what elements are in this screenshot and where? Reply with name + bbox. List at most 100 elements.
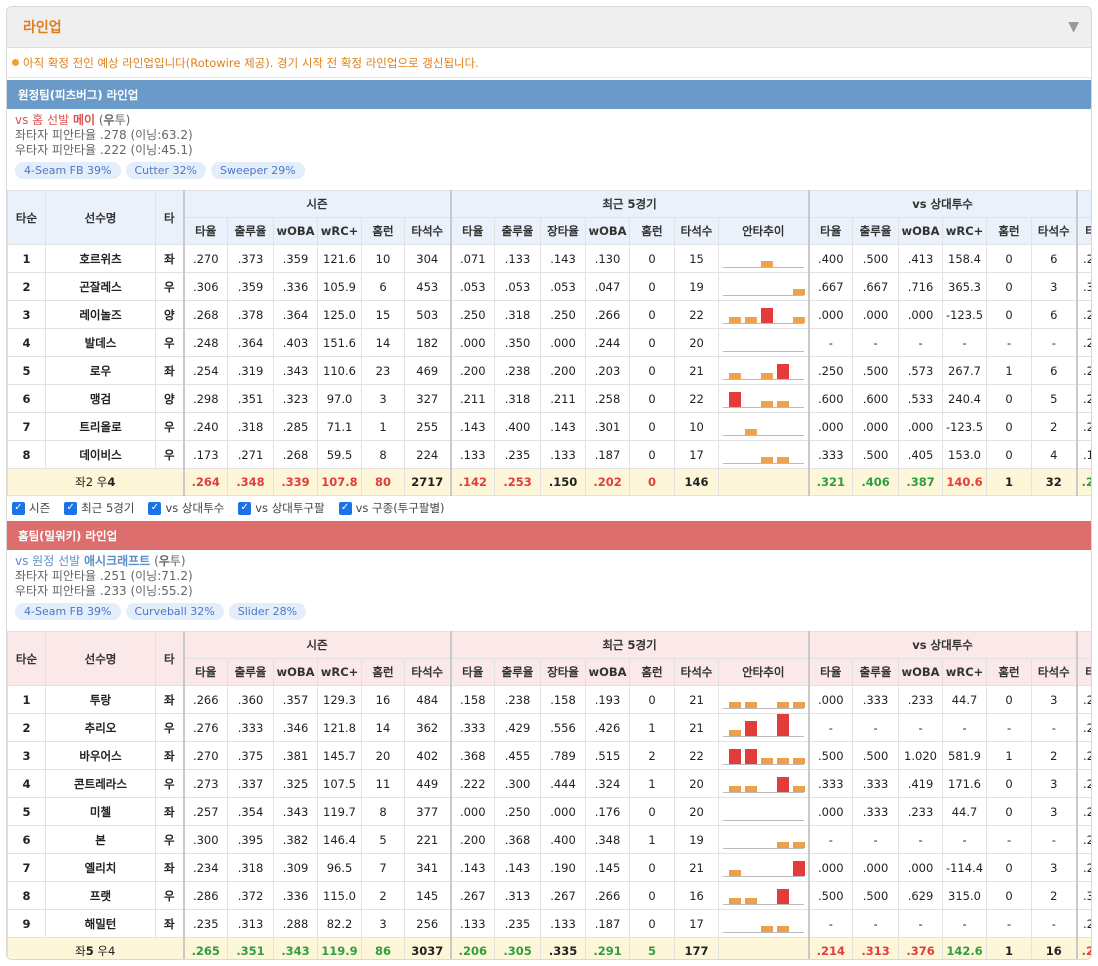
- player-name[interactable]: 옐리치: [45, 853, 156, 882]
- table-row[interactable]: 2 추리오 우 .276.333.346 121.8 14 362.333.429.556.…: [7, 713, 1091, 742]
- hit-trend-cell: [718, 853, 810, 882]
- batting-order: 2: [7, 272, 46, 301]
- player-name[interactable]: 미첼: [45, 797, 156, 826]
- away-rhb-avg: 우타자 피안타율 .222 (이닝:45.1): [15, 143, 193, 157]
- checkbox-checked-icon[interactable]: ✓: [64, 501, 78, 515]
- trend-bar: [793, 289, 806, 295]
- option-checkbox[interactable]: ✓ vs 상대투수: [148, 500, 224, 516]
- vs-pitcher-stat: .500: [852, 741, 900, 770]
- vs-pitcher-stat: -: [852, 825, 900, 854]
- table-row[interactable]: 4 발데스 우 .248.364.403 151.6 14 182.000.350.000.…: [7, 328, 1091, 357]
- option-checkbox[interactable]: ✓ vs 구종(투구팔별): [338, 500, 445, 516]
- vs-pitcher-stat: 240.4: [942, 384, 988, 413]
- table-row[interactable]: 6 본 우 .300.395.382 146.4 5 221.200.368.400.348…: [7, 825, 1091, 854]
- table-row[interactable]: 3 바우어스 좌 .270.375.381 145.7 20 402.368.455.789…: [7, 741, 1091, 770]
- vs-pitcher-stat: .500: [852, 244, 900, 273]
- table-row[interactable]: 6 맹검 양 .298.351.323 97.0 3 327.211.318.211.258…: [7, 384, 1091, 413]
- vs-pitcher-stat: -: [852, 909, 900, 938]
- trend-bar: [729, 317, 742, 323]
- col-season-1: 출루율: [227, 658, 274, 686]
- option-checkbox[interactable]: ✓ 최근 5경기: [64, 500, 134, 516]
- pitcher-name[interactable]: 메이: [72, 113, 96, 127]
- table-row[interactable]: 1 호르위츠 좌 .270.373.359 121.6 10 304.071.133.143…: [7, 244, 1091, 273]
- summary-r-stat: 146: [674, 468, 720, 496]
- recent-stat: 16: [674, 881, 720, 910]
- player-name[interactable]: 본: [45, 825, 156, 854]
- season-stat: .346: [273, 713, 318, 742]
- checkbox-checked-icon[interactable]: ✓: [148, 501, 162, 515]
- table-row[interactable]: 9 해밀턴 좌 .235.313.288 82.2 3 256.133.235.133.18…: [7, 909, 1091, 938]
- col-vsp-1: 출루율: [852, 658, 900, 686]
- vs-pitcher-stat: -: [1031, 713, 1078, 742]
- table-row[interactable]: 8 데이비스 우 .173.271.268 59.5 8 224.133.235.133.1…: [7, 440, 1091, 469]
- batting-order: 7: [7, 853, 46, 882]
- season-stat: .351: [227, 384, 274, 413]
- recent-stat: .158: [540, 685, 587, 714]
- group-season: 시즌: [182, 190, 452, 218]
- table-row[interactable]: 3 레이놀즈 양 .268.378.364 125.0 15 503.250.318.250…: [7, 300, 1091, 329]
- player-name[interactable]: 로우: [45, 356, 156, 385]
- trend-bar: [761, 373, 774, 379]
- hit-trend-chart: [720, 827, 808, 853]
- batter-hand: 우: [155, 412, 184, 441]
- pitcher-vs-label: vs 원정 선발: [15, 554, 81, 568]
- trend-bar: [745, 429, 758, 435]
- recent-stat: 17: [674, 440, 720, 469]
- player-name[interactable]: 레이놀즈: [45, 300, 156, 329]
- checkbox-checked-icon[interactable]: ✓: [238, 501, 252, 515]
- player-name[interactable]: 해밀턴: [45, 909, 156, 938]
- player-name[interactable]: 추리오: [45, 713, 156, 742]
- table-row[interactable]: 8 프랫 우 .286.372.336 115.0 2 145.267.313.267.26…: [7, 881, 1091, 910]
- vs-pitcher-stat: 0: [986, 300, 1033, 329]
- trend-bar: [745, 702, 758, 708]
- batting-order: 4: [7, 328, 46, 357]
- col-recent-2: 장타율: [540, 658, 587, 686]
- player-name[interactable]: 데이비스: [45, 440, 156, 469]
- option-checkbox[interactable]: ✓ vs 상대투구팔: [238, 500, 325, 516]
- table-row[interactable]: 5 로우 좌 .254.319.343 110.6 23 469.200.238.200.2…: [7, 356, 1091, 385]
- trend-bar: [745, 898, 758, 904]
- recent-stat: .267: [449, 881, 496, 910]
- table-row[interactable]: 2 곤잘레스 우 .306.359.336 105.9 6 453.053.053.053.…: [7, 272, 1091, 301]
- player-name[interactable]: 발데스: [45, 328, 156, 357]
- batting-order: 5: [7, 356, 46, 385]
- recent-stat: 20: [674, 769, 720, 798]
- player-name[interactable]: 곤잘레스: [45, 272, 156, 301]
- vs-pitcher-stat: .500: [807, 881, 854, 910]
- summary-v-stat: .387: [898, 468, 944, 496]
- recent-stat: 0: [629, 384, 676, 413]
- summary-s-stat: 107.8: [317, 468, 362, 496]
- checkbox-checked-icon[interactable]: ✓: [338, 501, 352, 515]
- checkbox-checked-icon[interactable]: ✓: [12, 501, 25, 515]
- vs-pitcher-stat: .500: [852, 440, 900, 469]
- player-name[interactable]: 맹검: [45, 384, 156, 413]
- batter-hand: 우: [155, 328, 184, 357]
- table-row[interactable]: 7 트리올로 우 .240.318.285 71.1 1 255.143.400.143.3…: [7, 412, 1091, 441]
- recent-stat: 20: [674, 797, 720, 826]
- panel-header[interactable]: 라인업 ▼: [7, 7, 1091, 48]
- recent-stat: 0: [629, 300, 676, 329]
- season-stat: .323: [273, 384, 318, 413]
- table-row[interactable]: 4 콘트레라스 우 .273.337.325 107.5 11 449.222.300.44…: [7, 769, 1091, 798]
- player-name[interactable]: 트리올로: [45, 412, 156, 441]
- season-stat: .286: [182, 881, 228, 910]
- season-stat: .359: [227, 272, 274, 301]
- summary-hand-prefix: 좌: [75, 944, 86, 958]
- table-row[interactable]: 5 미첼 좌 .257.354.343 119.7 8 377.000.250.000.17…: [7, 797, 1091, 826]
- recent-stat: .244: [585, 328, 631, 357]
- player-name[interactable]: 호르위츠: [45, 244, 156, 273]
- table-row[interactable]: 1 투랑 좌 .266.360.357 129.3 16 484.158.238.158.1…: [7, 685, 1091, 714]
- pitcher-name[interactable]: 애시크래프트: [83, 554, 151, 568]
- season-stat: .254: [182, 356, 228, 385]
- batting-order: 1: [7, 244, 46, 273]
- vs-pitcher-stat: .000: [807, 797, 854, 826]
- player-name[interactable]: 프랫: [45, 881, 156, 910]
- collapse-chevron-icon[interactable]: ▼: [1068, 19, 1079, 35]
- option-checkbox[interactable]: ✓ 시즌: [12, 500, 50, 516]
- col-season-4: 홈런: [361, 658, 405, 686]
- player-name[interactable]: 바우어스: [45, 741, 156, 770]
- trend-bar: [729, 373, 742, 379]
- table-row[interactable]: 7 옐리치 좌 .234.318.309 96.5 7 341.143.143.190.14…: [7, 853, 1091, 882]
- player-name[interactable]: 콘트레라스: [45, 769, 156, 798]
- player-name[interactable]: 투랑: [45, 685, 156, 714]
